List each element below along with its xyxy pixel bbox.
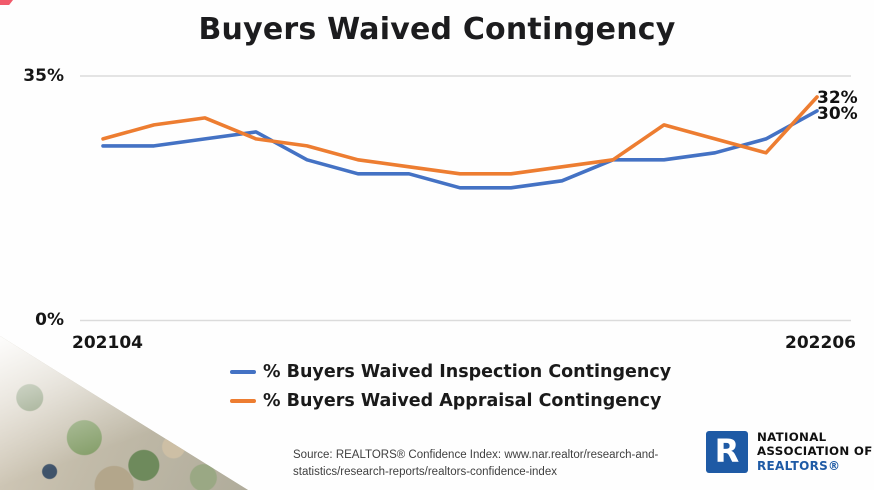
realtor-r-letter: R (714, 432, 740, 470)
legend-label-appraisal: % Buyers Waived Appraisal Contingency (263, 391, 662, 411)
legend-item-appraisal: % Buyers Waived Appraisal Contingency (230, 390, 671, 412)
chart-plot-area (80, 75, 851, 322)
nar-logo-line3: REALTORS® (757, 458, 841, 473)
nar-logo-text: NATIONAL ASSOCIATION OF REALTORS® (757, 430, 873, 473)
nar-logo-line1: NATIONAL (757, 430, 827, 445)
source-text-line2: statistics/research-reports/realtors-con… (293, 466, 557, 479)
value-label-appraisal-end: 32% (817, 88, 858, 108)
nar-logo: R NATIONAL ASSOCIATION OF REALTORS® (706, 430, 873, 473)
source-text: Source: REALTORS® Confidence Index: www.… (293, 447, 693, 482)
appraisal-line-swatch-icon (230, 399, 256, 403)
legend: % Buyers Waived Inspection Contingency %… (230, 361, 671, 412)
source-text-line1: Source: REALTORS® Confidence Index: www.… (293, 449, 659, 461)
chart-title: Buyers Waived Contingency (198, 12, 676, 47)
realtor-r-icon: R (706, 431, 748, 473)
value-label-inspection-end: 30% (817, 104, 858, 124)
series-line-inspection (101, 109, 819, 190)
series-line-appraisal (101, 95, 819, 176)
corner-accent-shape (0, 0, 13, 5)
y-axis-label-bottom: 0% (35, 310, 64, 330)
y-axis-label-top: 35% (23, 66, 64, 86)
x-axis-label-end: 202206 (785, 333, 856, 353)
nar-logo-line2: ASSOCIATION OF (757, 443, 873, 458)
legend-label-inspection: % Buyers Waived Inspection Contingency (263, 362, 672, 382)
inspection-line-swatch-icon (230, 370, 256, 374)
x-axis-label-start: 202104 (72, 333, 143, 353)
legend-item-inspection: % Buyers Waived Inspection Contingency (230, 361, 671, 383)
